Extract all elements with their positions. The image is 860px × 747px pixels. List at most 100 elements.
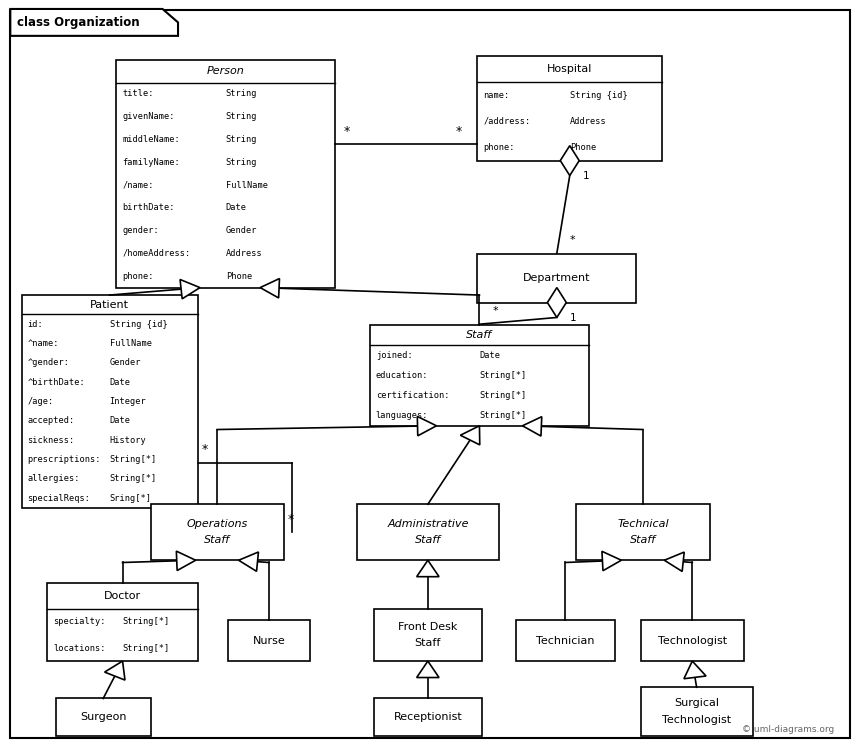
- Text: /homeAddress:: /homeAddress:: [122, 249, 190, 258]
- Text: Integer: Integer: [110, 397, 146, 406]
- Text: specialReqs:: specialReqs:: [28, 494, 90, 503]
- Polygon shape: [548, 288, 567, 317]
- Text: String[*]: String[*]: [480, 391, 526, 400]
- Text: Hospital: Hospital: [547, 64, 593, 74]
- Text: locations:: locations:: [53, 643, 106, 653]
- Text: Staff: Staff: [466, 330, 493, 340]
- FancyBboxPatch shape: [357, 504, 499, 560]
- FancyBboxPatch shape: [10, 10, 850, 738]
- Text: Date: Date: [225, 203, 247, 212]
- Text: Address: Address: [570, 117, 606, 126]
- Text: String[*]: String[*]: [110, 455, 157, 464]
- Text: Sring[*]: Sring[*]: [110, 494, 151, 503]
- Text: Date: Date: [110, 378, 131, 387]
- Polygon shape: [561, 146, 580, 176]
- Text: *: *: [492, 306, 498, 316]
- Text: *: *: [456, 125, 462, 138]
- Text: 1: 1: [570, 313, 576, 323]
- Text: FullName: FullName: [110, 339, 151, 348]
- Text: Date: Date: [480, 350, 501, 360]
- Text: Technologist: Technologist: [662, 715, 731, 725]
- Text: allergies:: allergies:: [28, 474, 80, 483]
- Text: /name:: /name:: [122, 181, 154, 190]
- Polygon shape: [180, 279, 200, 299]
- Text: certification:: certification:: [376, 391, 449, 400]
- FancyBboxPatch shape: [22, 295, 198, 508]
- Text: String[*]: String[*]: [110, 474, 157, 483]
- Text: birthDate:: birthDate:: [122, 203, 175, 212]
- Text: 1: 1: [583, 171, 589, 182]
- Text: givenName:: givenName:: [122, 112, 175, 121]
- Text: title:: title:: [122, 90, 154, 99]
- Polygon shape: [10, 9, 178, 36]
- Text: String {id}: String {id}: [110, 320, 168, 329]
- Text: *: *: [344, 125, 350, 138]
- Text: accepted:: accepted:: [28, 416, 75, 425]
- Polygon shape: [523, 417, 542, 436]
- Text: /address:: /address:: [483, 117, 531, 126]
- Polygon shape: [684, 661, 706, 679]
- Text: String: String: [225, 112, 257, 121]
- Text: ^birthDate:: ^birthDate:: [28, 378, 85, 387]
- Polygon shape: [105, 661, 125, 680]
- Text: class Organization: class Organization: [17, 16, 140, 29]
- Text: Administrative: Administrative: [387, 519, 469, 529]
- Text: Receptionist: Receptionist: [394, 712, 462, 722]
- Text: /age:: /age:: [28, 397, 54, 406]
- Text: Gender: Gender: [225, 226, 257, 235]
- Polygon shape: [176, 551, 196, 571]
- FancyBboxPatch shape: [516, 620, 615, 661]
- FancyBboxPatch shape: [576, 504, 710, 560]
- Text: specialty:: specialty:: [53, 617, 106, 627]
- Text: Person: Person: [207, 66, 244, 76]
- Polygon shape: [260, 279, 280, 298]
- FancyBboxPatch shape: [150, 504, 284, 560]
- Text: Operations: Operations: [187, 519, 248, 529]
- Polygon shape: [416, 560, 439, 577]
- Text: middleName:: middleName:: [122, 135, 180, 144]
- Text: ^gender:: ^gender:: [28, 359, 70, 368]
- Text: Staff: Staff: [204, 536, 230, 545]
- Polygon shape: [239, 552, 259, 571]
- Text: prescriptions:: prescriptions:: [28, 455, 101, 464]
- FancyBboxPatch shape: [477, 56, 662, 161]
- FancyBboxPatch shape: [47, 583, 198, 661]
- Text: String[*]: String[*]: [480, 371, 526, 380]
- FancyBboxPatch shape: [370, 325, 589, 426]
- Text: © uml-diagrams.org: © uml-diagrams.org: [742, 725, 834, 734]
- Text: Phone: Phone: [570, 143, 596, 152]
- Text: familyName:: familyName:: [122, 158, 180, 167]
- Text: phone:: phone:: [483, 143, 515, 152]
- Text: Front Desk: Front Desk: [398, 622, 458, 632]
- FancyBboxPatch shape: [116, 60, 335, 288]
- Text: Doctor: Doctor: [104, 591, 141, 601]
- Text: String {id}: String {id}: [570, 90, 628, 100]
- Polygon shape: [664, 552, 685, 571]
- Text: languages:: languages:: [376, 411, 428, 421]
- Text: String[*]: String[*]: [122, 617, 169, 627]
- Text: Surgeon: Surgeon: [80, 712, 126, 722]
- FancyBboxPatch shape: [641, 687, 752, 736]
- Text: Technical: Technical: [617, 519, 669, 529]
- Text: gender:: gender:: [122, 226, 159, 235]
- Text: Surgical: Surgical: [674, 698, 719, 708]
- Text: Gender: Gender: [110, 359, 141, 368]
- Text: Department: Department: [523, 273, 591, 283]
- Text: Staff: Staff: [415, 638, 441, 648]
- Text: *: *: [288, 512, 294, 526]
- FancyBboxPatch shape: [228, 620, 310, 661]
- Text: Technologist: Technologist: [658, 636, 727, 645]
- FancyBboxPatch shape: [56, 698, 150, 736]
- FancyBboxPatch shape: [374, 698, 482, 736]
- Polygon shape: [602, 551, 621, 571]
- Text: Nurse: Nurse: [252, 636, 286, 645]
- Text: String: String: [225, 158, 257, 167]
- Text: Patient: Patient: [90, 300, 129, 310]
- Text: education:: education:: [376, 371, 428, 380]
- Text: Phone: Phone: [225, 272, 252, 281]
- Text: phone:: phone:: [122, 272, 154, 281]
- Text: String: String: [225, 90, 257, 99]
- Text: id:: id:: [28, 320, 43, 329]
- FancyBboxPatch shape: [477, 254, 636, 303]
- Text: Staff: Staff: [415, 536, 441, 545]
